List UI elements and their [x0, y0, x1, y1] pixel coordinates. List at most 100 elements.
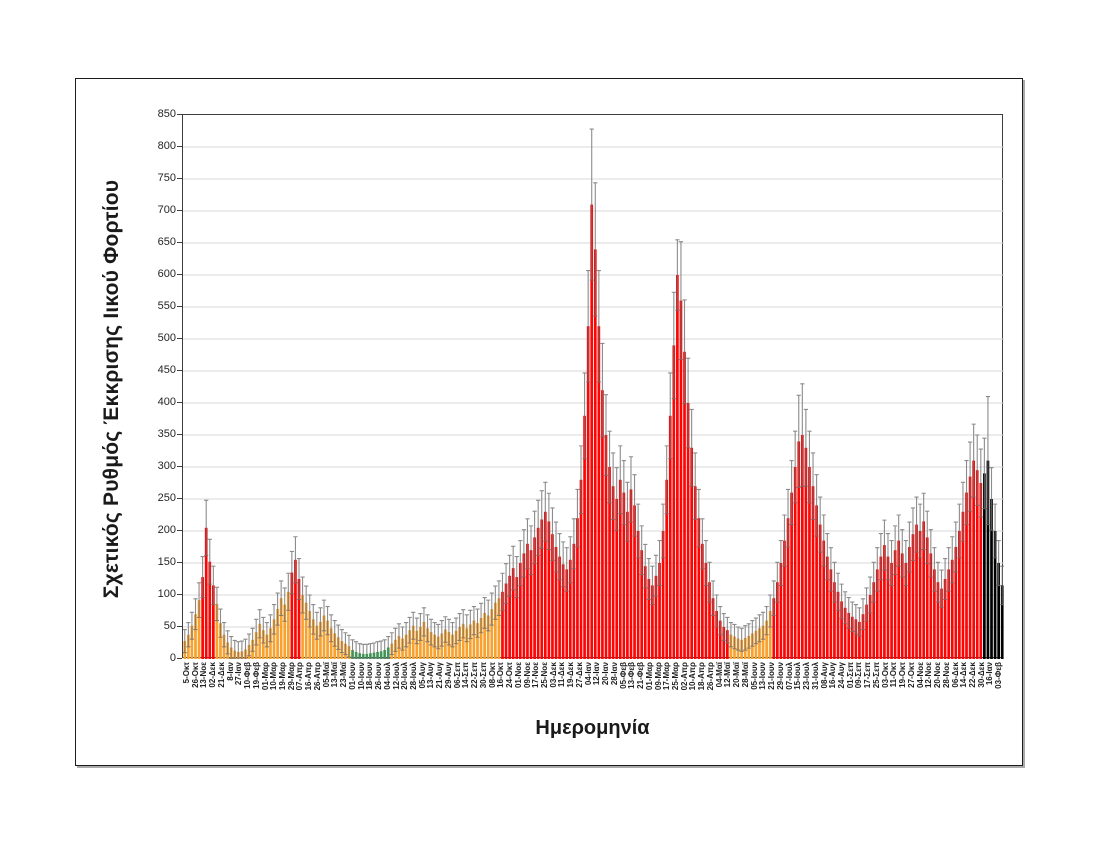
- error-bar: [271, 604, 277, 635]
- y-tick-mark: [177, 402, 182, 403]
- error-bar: [846, 597, 851, 629]
- error-bar: [586, 269, 591, 383]
- x-axis-title: Ημερομηνία: [535, 717, 650, 739]
- error-bar: [839, 583, 844, 620]
- bar: [272, 619, 276, 659]
- error-bar: [689, 408, 694, 487]
- error-bar: [857, 607, 862, 637]
- bar: [693, 486, 697, 659]
- error-bar: [279, 580, 284, 617]
- error-bar: [992, 503, 998, 559]
- error-bar: [236, 641, 241, 659]
- bar: [597, 326, 601, 659]
- error-bar: [782, 514, 787, 567]
- error-bar: [632, 474, 637, 537]
- y-tick-mark: [177, 594, 182, 595]
- bar: [854, 619, 858, 659]
- bar: [486, 615, 490, 659]
- bar: [447, 632, 451, 659]
- plot-area: [182, 114, 1004, 659]
- error-bar: [521, 529, 526, 578]
- error-bar: [564, 547, 569, 592]
- y-tick-label: 350: [157, 428, 176, 440]
- bar: [858, 621, 861, 659]
- bar: [904, 563, 908, 659]
- error-bar: [375, 641, 380, 659]
- bar: [893, 550, 897, 659]
- bar: [636, 531, 640, 659]
- error-bar: [221, 621, 227, 648]
- error-bar: [507, 554, 512, 597]
- y-tick-label: 650: [157, 236, 176, 248]
- bar: [790, 492, 793, 659]
- error-bar: [411, 611, 416, 640]
- error-bar: [753, 617, 759, 645]
- error-bar: [743, 625, 748, 651]
- error-bar: [593, 182, 598, 317]
- error-bar: [386, 636, 391, 659]
- bar: [294, 559, 297, 659]
- error-bar: [739, 627, 744, 652]
- error-bar: [707, 561, 712, 603]
- error-bar: [750, 620, 755, 647]
- y-tick-mark: [177, 242, 182, 243]
- y-tick-label: 500: [157, 332, 176, 344]
- error-bar: [211, 565, 216, 606]
- error-bar: [511, 545, 516, 591]
- error-bar: [768, 594, 773, 628]
- error-bar: [482, 597, 487, 629]
- error-bar: [325, 605, 330, 636]
- error-bar: [404, 621, 409, 648]
- y-tick-mark: [177, 114, 182, 115]
- bar: [668, 415, 672, 659]
- error-bar: [789, 460, 794, 526]
- error-bar: [746, 623, 751, 649]
- error-bar: [764, 605, 769, 636]
- error-bar: [796, 394, 801, 489]
- error-bar: [339, 629, 344, 654]
- y-tick-mark: [177, 146, 182, 147]
- bar: [936, 582, 940, 659]
- y-tick-mark: [177, 562, 182, 563]
- bar: [529, 550, 533, 659]
- error-bar: [496, 580, 502, 617]
- error-bar: [875, 547, 880, 592]
- y-tick-mark: [177, 530, 182, 531]
- error-bar: [921, 492, 926, 551]
- bar: [954, 547, 958, 659]
- error-bar: [421, 607, 427, 637]
- bar: [701, 543, 704, 659]
- bar: [204, 527, 208, 659]
- error-bar: [382, 639, 387, 659]
- bar: [411, 625, 415, 659]
- error-bar: [621, 460, 626, 526]
- bar: [815, 505, 818, 659]
- bar: [601, 390, 604, 659]
- y-tick-label: 200: [157, 524, 176, 536]
- error-bar: [368, 643, 373, 659]
- bar: [775, 582, 779, 659]
- error-bar: [371, 642, 377, 659]
- error-bar: [693, 452, 698, 521]
- error-bar: [682, 299, 687, 405]
- error-bar: [943, 557, 948, 601]
- error-bar: [189, 611, 195, 640]
- error-bar: [282, 587, 287, 622]
- error-bar: [607, 430, 612, 504]
- bar: [526, 543, 529, 659]
- bar: [900, 553, 904, 659]
- bar: [672, 345, 676, 659]
- bar: [308, 611, 312, 659]
- error-bar: [300, 576, 305, 614]
- y-tick-label: 800: [157, 140, 176, 152]
- bar: [665, 479, 669, 659]
- error-bar: [718, 605, 723, 636]
- bar: [454, 630, 458, 659]
- error-bar: [218, 608, 223, 638]
- y-tick-mark: [177, 626, 182, 627]
- bar: [843, 607, 847, 659]
- error-bar: [828, 547, 833, 592]
- bar: [508, 575, 511, 659]
- bar: [461, 623, 465, 659]
- bar: [426, 628, 429, 659]
